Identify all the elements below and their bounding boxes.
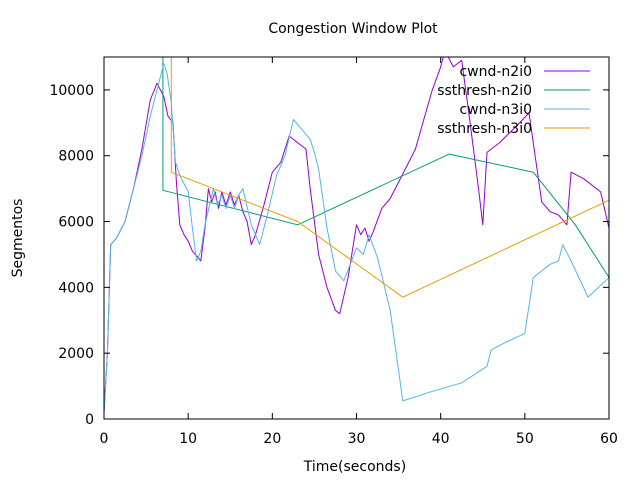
x-tick-label: 0	[100, 431, 109, 447]
legend-label-ssthresh-n2i0: ssthresh-n2i0	[437, 83, 532, 99]
series-line-ssthresh-n3i0	[170, 57, 609, 298]
y-axis-label: Segmentos	[10, 199, 26, 278]
x-tick-label: 50	[516, 431, 534, 447]
series-line-cwnd-n2i0	[104, 57, 609, 413]
series-layer	[104, 57, 609, 413]
legend: cwnd-n2i0 ssthresh-n2i0 cwnd-n3i0 ssthresh-…	[437, 64, 590, 137]
y-tick-label: 2000	[58, 346, 94, 362]
chart-title: Congestion Window Plot	[268, 21, 438, 37]
x-tick-label: 60	[600, 431, 618, 447]
y-tick-label: 6000	[58, 215, 94, 231]
series-line-cwnd-n3i0	[104, 63, 609, 413]
legend-label-ssthresh-n3i0: ssthresh-n3i0	[437, 121, 532, 137]
legend-label-cwnd-n2i0: cwnd-n2i0	[459, 64, 532, 80]
y-tick-label: 8000	[58, 149, 94, 165]
y-tick-label: 10000	[49, 83, 94, 99]
series-line-ssthresh-n2i0	[162, 57, 609, 278]
y-tick-label: 0	[85, 412, 94, 428]
plot-frame	[103, 56, 610, 420]
ticks-layer: 0 10 20 30 40 50 60 0 2000 4000 6000 8000 10000	[49, 57, 618, 447]
x-tick-label: 30	[348, 431, 366, 447]
x-tick-label: 20	[263, 431, 281, 447]
y-tick-label: 4000	[58, 280, 94, 296]
x-axis-label: Time(seconds)	[303, 459, 406, 475]
x-tick-label: 10	[179, 431, 197, 447]
x-tick-label: 40	[432, 431, 450, 447]
legend-label-cwnd-n3i0: cwnd-n3i0	[459, 102, 532, 118]
